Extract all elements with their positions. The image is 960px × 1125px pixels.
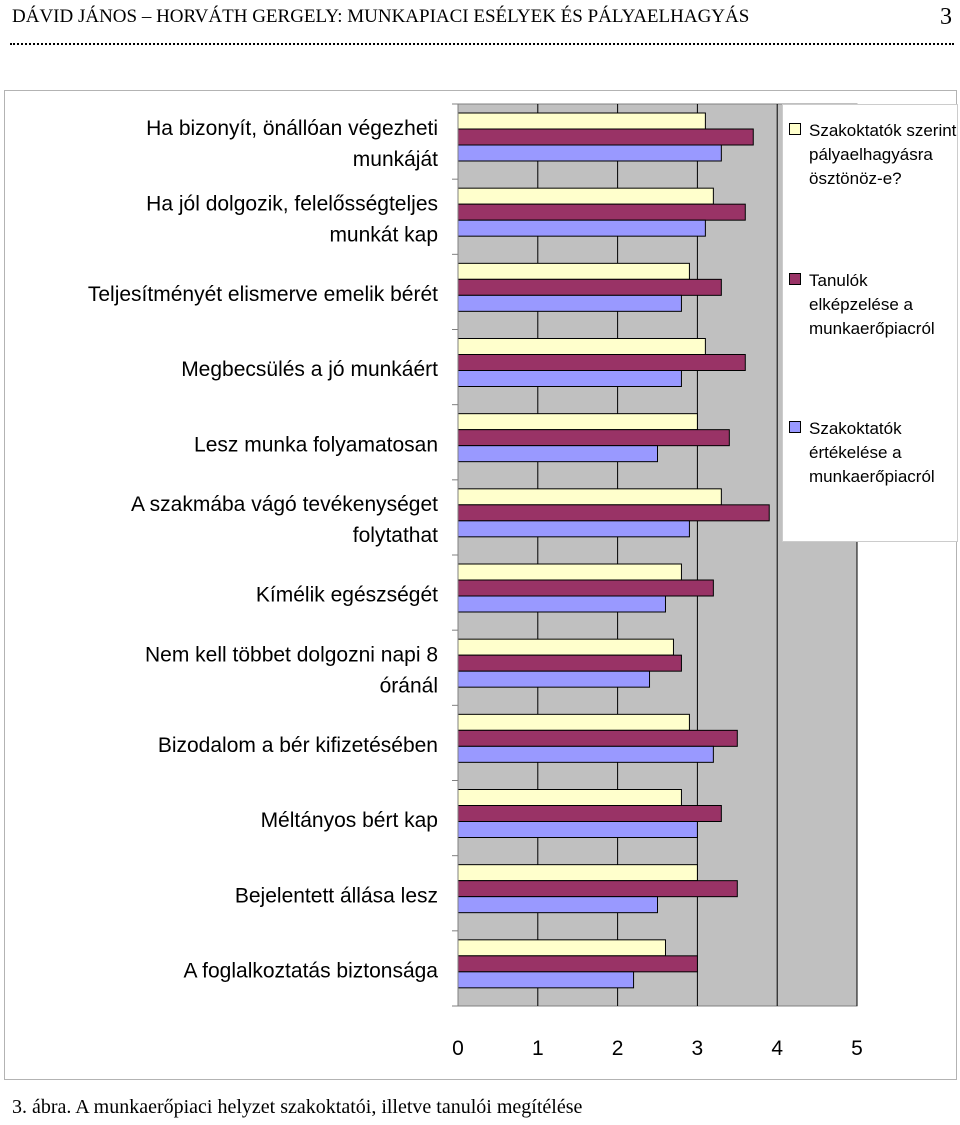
- bar-series-2: [457, 729, 738, 747]
- category-label: Nem kell többet dolgozni napi 8 óránál: [145, 643, 438, 697]
- bar-series-2: [457, 128, 754, 146]
- legend-item-3: Szakoktatók értékelése a munkaerőpiacról: [789, 417, 957, 489]
- bar-series-1: [457, 488, 722, 506]
- legend-swatch-2: [789, 273, 801, 285]
- bar-series-3: [457, 370, 682, 387]
- legend-label-1: Szakoktatók szerint pályaelhagyásra öszt…: [809, 121, 957, 188]
- bar-series-3: [457, 445, 658, 463]
- bar-series-2: [457, 429, 730, 447]
- bar-series-3: [457, 294, 682, 312]
- bar-series-1: [457, 563, 682, 581]
- bar-series-3: [457, 821, 698, 838]
- bar-series-1: [457, 413, 698, 431]
- x-tick-label: 2: [612, 1037, 624, 1060]
- bar-series-3: [457, 896, 658, 914]
- category-label: A foglalkoztatás biztonsága: [183, 959, 438, 982]
- bar-series-1: [457, 262, 690, 280]
- page-number: 3: [940, 4, 952, 30]
- bar-series-3: [457, 520, 690, 538]
- legend-swatch-1: [789, 123, 801, 135]
- page-header-title: DÁVID JÁNOS – HORVÁTH GERGELY: MUNKAPIAC…: [12, 6, 750, 27]
- bar-series-2: [457, 955, 698, 973]
- category-label: Teljesítményét elismerve emelik bérét: [88, 283, 438, 306]
- category-label: Megbecsülés a jó munkáért: [181, 358, 438, 381]
- bar-series-3: [457, 144, 722, 162]
- category-label: Ha jól dolgozik, felelősségteljes munkát …: [146, 192, 438, 246]
- x-tick-label: 5: [851, 1037, 863, 1060]
- bar-series-3: [457, 219, 706, 237]
- bar-series-2: [457, 354, 746, 371]
- legend-item-1: Szakoktatók szerint pályaelhagyásra öszt…: [789, 119, 957, 191]
- bar-series-2: [457, 579, 714, 597]
- chart-legend: Szakoktatók szerint pályaelhagyásra öszt…: [782, 104, 958, 542]
- bar-series-3: [457, 745, 714, 763]
- bar-series-1: [457, 112, 706, 130]
- x-tick-label: 3: [692, 1037, 704, 1060]
- category-label: Bejelentett állása lesz: [235, 884, 438, 907]
- bar-series-1: [457, 338, 706, 355]
- bar-series-2: [457, 654, 682, 672]
- legend-label-2: Tanulók elképzelése a munkaerőpiacról: [809, 271, 935, 338]
- legend-item-2: Tanulók elképzelése a munkaerőpiacról: [789, 269, 957, 341]
- bar-series-2: [457, 504, 770, 522]
- category-label: Lesz munka folyamatosan: [194, 433, 438, 456]
- category-label: Bizodalom a bér kifizetésében: [158, 734, 438, 757]
- header-divider: [10, 43, 954, 45]
- x-tick-label: 0: [452, 1037, 464, 1060]
- x-tick-label: 4: [771, 1037, 783, 1060]
- bar-series-3: [457, 971, 635, 989]
- bar-series-2: [457, 805, 722, 822]
- bar-series-2: [457, 203, 746, 221]
- category-label: Ha bizonyít, önállóan végezheti munkáját: [146, 117, 438, 171]
- bar-series-2: [457, 880, 738, 898]
- bar-series-1: [457, 789, 682, 806]
- legend-label-3: Szakoktatók értékelése a munkaerőpiacról: [809, 419, 935, 486]
- bar-series-1: [457, 864, 698, 882]
- category-label: Kímélik egészségét: [256, 584, 438, 607]
- bar-series-2: [457, 278, 722, 296]
- x-tick-label: 1: [532, 1037, 544, 1060]
- chart-frame: [4, 90, 957, 1080]
- bar-series-1: [457, 638, 674, 656]
- bar-series-1: [457, 939, 666, 957]
- bar-series-3: [457, 595, 666, 613]
- figure-caption: 3. ábra. A munkaerőpiaci helyzet szakokt…: [12, 1096, 583, 1118]
- category-label: A szakmába vágó tevékenységet folytathat: [131, 493, 438, 547]
- legend-swatch-3: [789, 421, 801, 433]
- bar-series-1: [457, 187, 714, 205]
- bar-series-3: [457, 670, 651, 688]
- bar-series-1: [457, 713, 690, 731]
- category-label: Méltányos bért kap: [261, 809, 438, 832]
